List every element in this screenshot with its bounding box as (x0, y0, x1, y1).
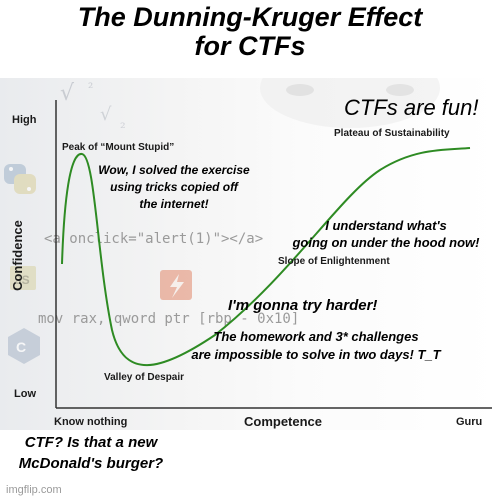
y-axis-high-label: High (12, 114, 37, 126)
peak-label: Peak of “Mount Stupid” (62, 142, 175, 153)
x-axis-title: Competence (244, 414, 323, 429)
math-glyph: √ (100, 104, 112, 125)
math-glyph: ₂ (120, 116, 126, 132)
math-glyph: ² (88, 81, 93, 96)
lightning-badge-icon (160, 270, 192, 300)
caption-try-harder: I'm gonna try harder! (228, 297, 378, 314)
python-logo-icon (4, 164, 36, 194)
imgflip-watermark: imgflip.com (6, 484, 62, 496)
meme-title-line1: The Dunning-Kruger Effect (77, 2, 423, 32)
caption-solved-line3: the internet! (139, 197, 209, 211)
caption-homework-line1: The homework and 3* challenges (213, 329, 419, 344)
x-axis-right-label: Guru (456, 416, 483, 428)
caption-understand-line1: I understand what's (325, 218, 447, 233)
y-axis-low-label: Low (14, 388, 36, 400)
caption-mcdonalds-line2: McDonald's burger? (18, 455, 164, 472)
y-axis-title: Confidence (9, 220, 25, 291)
plateau-label: Plateau of Sustainability (334, 128, 450, 139)
code-snippet-asm: mov rax, qword ptr [rbp - 0x10] (38, 311, 300, 327)
math-glyph: √ (60, 81, 75, 106)
caption-understand-line2: going on under the hood now! (292, 235, 480, 250)
eye-shape (386, 84, 414, 96)
caption-homework-line2: are impossible to solve in two days! T_T (191, 347, 441, 362)
x-axis-left-label: Know nothing (54, 416, 128, 428)
caption-solved-line1: Wow, I solved the exercise (98, 163, 250, 177)
background-decor: √ ² √ ₂ JS C (4, 78, 440, 364)
confidence-curve (61, 147, 471, 367)
caption-mcdonalds-line1: CTF? Is that a new (24, 434, 158, 451)
caption-ctfs-are-fun: CTFs are fun! (344, 95, 479, 120)
meme-title-line2: for CTFs (194, 31, 306, 61)
svg-text:JS: JS (15, 273, 30, 287)
slope-label: Slope of Enlightenment (278, 256, 390, 267)
caption-solved-line2: using tricks copied off (110, 180, 238, 194)
valley-label: Valley of Despair (104, 372, 185, 383)
eye-shape (286, 84, 314, 96)
chalkboard-photo-background: √ ² √ ₂ JS C (0, 78, 500, 430)
javascript-logo-icon: JS (10, 266, 36, 290)
svg-text:C: C (16, 339, 26, 355)
c-language-logo-icon: C (8, 328, 40, 364)
